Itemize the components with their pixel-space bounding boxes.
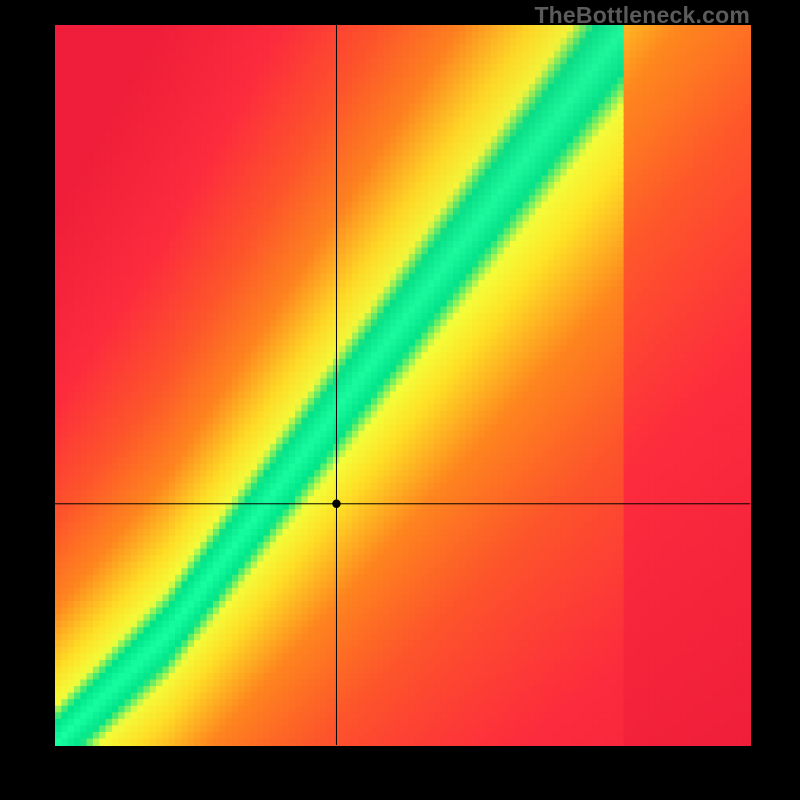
bottleneck-heatmap (0, 0, 800, 800)
chart-stage: TheBottleneck.com (0, 0, 800, 800)
watermark-text: TheBottleneck.com (534, 2, 750, 29)
